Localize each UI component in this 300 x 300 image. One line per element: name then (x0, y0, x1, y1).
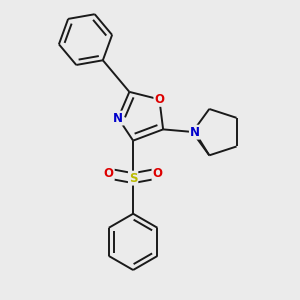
Text: S: S (129, 172, 137, 184)
Text: N: N (113, 112, 123, 124)
Text: O: O (104, 167, 114, 180)
Text: N: N (190, 126, 200, 139)
Text: O: O (152, 167, 163, 180)
Text: O: O (154, 93, 164, 106)
